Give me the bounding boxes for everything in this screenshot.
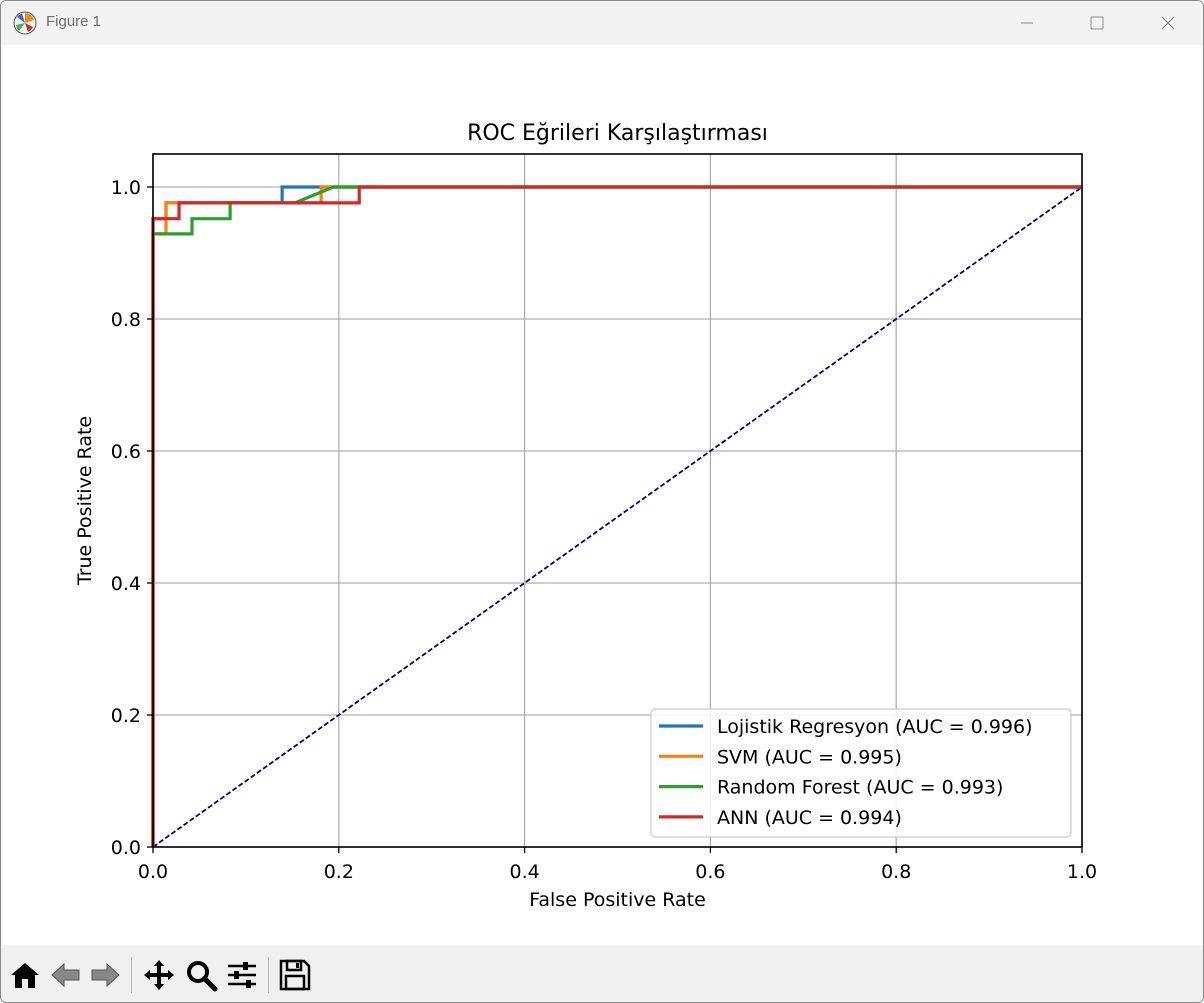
y-axis-label: True Positive Rate xyxy=(74,416,96,586)
figure-canvas[interactable]: 0.0 0.2 0.4 0.6 0.8 1.0 0.0 0.2 0.4 0.6 0.8 1.0 ROC … xyxy=(1,45,1203,945)
legend-label: Random Forest (AUC = 0.993) xyxy=(717,777,1003,799)
y-tick-label: 0.6 xyxy=(111,441,141,463)
x-tick-label: 1.0 xyxy=(1067,861,1097,883)
axes-frame xyxy=(152,153,1083,848)
title-bar[interactable]: Figure 1 xyxy=(1,1,1203,45)
back-button[interactable] xyxy=(48,957,84,993)
legend-label: SVM (AUC = 0.995) xyxy=(717,746,902,768)
y-tick-label: 0.2 xyxy=(111,705,141,727)
y-tick-label: 0.0 xyxy=(111,837,141,859)
x-tick-label: 0.6 xyxy=(695,861,725,883)
legend-label: Lojistik Regresyon (AUC = 0.996) xyxy=(717,716,1033,738)
x-tick-label: 0.2 xyxy=(324,861,354,883)
home-icon xyxy=(11,963,39,988)
pan-icon xyxy=(144,960,174,990)
legend-box xyxy=(650,708,1072,838)
navigation-toolbar xyxy=(1,945,1203,1002)
toolbar-separator xyxy=(131,957,132,993)
configure-subplots-button[interactable] xyxy=(224,957,260,993)
save-icon xyxy=(279,959,311,991)
forward-arrow-icon xyxy=(91,962,120,988)
legend-label: ANN (AUC = 0.994) xyxy=(717,807,902,829)
roc-curve-random xyxy=(151,185,1082,847)
back-arrow-icon xyxy=(51,962,80,988)
zoom-button[interactable] xyxy=(183,957,219,993)
roc-chart: 0.0 0.2 0.4 0.6 0.8 1.0 0.0 0.2 0.4 0.6 0.8 1.0 ROC … xyxy=(74,121,1097,911)
x-tick-label: 0.8 xyxy=(881,861,911,883)
forward-button[interactable] xyxy=(87,957,123,993)
close-icon xyxy=(1161,16,1175,30)
window-title: Figure 1 xyxy=(46,13,102,30)
minimize-icon xyxy=(1021,22,1033,24)
matplotlib-app-icon xyxy=(13,11,37,35)
maximize-button[interactable] xyxy=(1063,1,1131,45)
minimize-button[interactable] xyxy=(993,1,1061,45)
x-axis-label: False Positive Rate xyxy=(529,889,706,911)
zoom-icon xyxy=(187,961,218,992)
chart-title: ROC Eğrileri Karşılaştırması xyxy=(467,121,768,146)
y-tick-label: 0.8 xyxy=(111,309,141,331)
y-tick-label: 1.0 xyxy=(111,177,141,199)
save-button[interactable] xyxy=(277,957,313,993)
x-tick-label: 0.4 xyxy=(509,861,539,883)
reference-diagonal-line xyxy=(152,186,1083,848)
configure-subplots-icon xyxy=(228,962,256,988)
toolbar-separator xyxy=(268,957,269,993)
home-button[interactable] xyxy=(7,957,43,993)
x-tick-label: 0.0 xyxy=(138,861,168,883)
y-tick-label: 0.4 xyxy=(111,573,141,595)
maximize-icon xyxy=(1090,16,1104,30)
close-button[interactable] xyxy=(1134,1,1202,45)
pan-button[interactable] xyxy=(141,957,177,993)
